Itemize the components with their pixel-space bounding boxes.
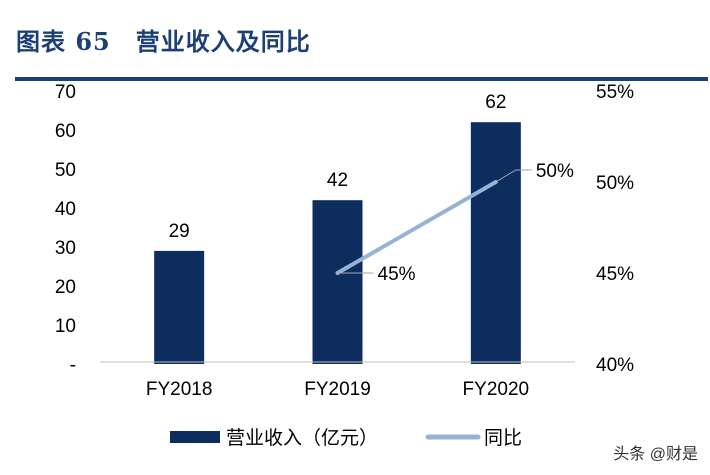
y-tick-label: - [70, 355, 76, 376]
x-tick-label: FY2020 [463, 379, 530, 400]
bar [312, 200, 363, 364]
y2-tick-label: 45% [596, 264, 634, 285]
bar-data-label: 62 [485, 92, 506, 113]
watermark: 头条 @财是 [613, 446, 698, 463]
leader-line [495, 169, 532, 183]
bar [470, 122, 521, 364]
y-tick-label: 70 [55, 82, 76, 103]
bar-data-label: 29 [169, 221, 190, 242]
chart-title: 图表 65 营业收入及同比 [16, 27, 311, 56]
line-data-label: 45% [378, 264, 416, 285]
line-data-label: 50% [536, 161, 574, 182]
bar [154, 250, 205, 364]
y2-tick-label: 55% [596, 82, 634, 103]
y-tick-label: 30 [55, 238, 76, 259]
y2-tick-label: 50% [596, 173, 634, 194]
y-tick-label: 10 [55, 316, 76, 337]
line-series [335, 180, 498, 275]
legend-line-label: 同比 [484, 427, 522, 449]
y-tick-label: 20 [55, 277, 76, 298]
legend-bar-label: 营业收入（亿元） [226, 427, 378, 449]
x-tick-label: FY2019 [304, 379, 371, 400]
bar-data-label: 42 [327, 170, 348, 191]
y-tick-label: 40 [55, 199, 76, 220]
y2-tick-label: 40% [596, 355, 634, 376]
title-rule [15, 77, 708, 81]
y-tick-label: 60 [55, 121, 76, 142]
legend-bar-swatch [170, 431, 220, 443]
y-tick-label: 50 [55, 160, 76, 181]
x-tick-label: FY2018 [146, 379, 213, 400]
